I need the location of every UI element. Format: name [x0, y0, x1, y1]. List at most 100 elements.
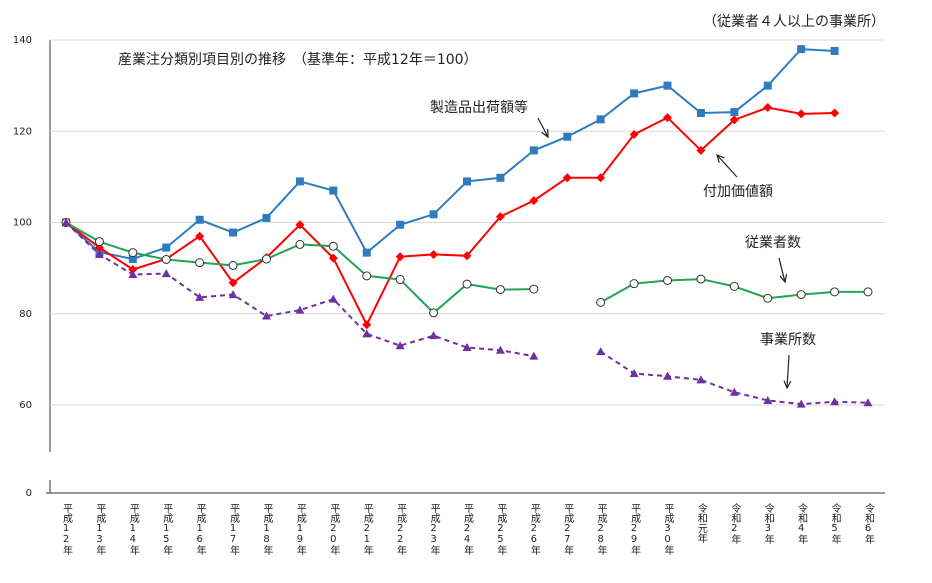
point	[396, 220, 405, 229]
x-tick-label: 平成24年	[462, 503, 474, 556]
point	[228, 278, 238, 288]
point	[462, 343, 472, 352]
x-tick-label: 平成13年	[94, 503, 106, 556]
x-tick-label: 平成28年	[595, 503, 607, 556]
point	[429, 331, 439, 340]
chart-subtitle: （従業者４人以上の事業所）	[703, 14, 885, 30]
point	[797, 45, 806, 54]
point	[328, 253, 338, 263]
x-tick-label: 平成16年	[194, 503, 206, 556]
point	[763, 103, 773, 113]
point	[696, 274, 706, 284]
series	[61, 218, 873, 318]
point	[596, 115, 605, 124]
point	[629, 129, 639, 139]
x-tick-label: 平成19年	[294, 503, 306, 556]
point	[262, 213, 271, 222]
point	[462, 279, 472, 289]
arrow	[778, 257, 786, 283]
point	[629, 369, 639, 378]
point	[830, 287, 840, 297]
point	[596, 347, 606, 356]
series-line	[65, 221, 869, 406]
point	[863, 398, 873, 407]
point	[128, 270, 138, 279]
point	[262, 254, 271, 264]
x-tick-label: 平成18年	[261, 503, 273, 556]
x-tick-label: 平成26年	[528, 503, 540, 556]
point	[162, 243, 171, 252]
point	[295, 305, 305, 314]
point	[796, 290, 806, 300]
point	[429, 210, 438, 219]
y-tick-label: 60	[19, 400, 32, 411]
chart-title: 産業注分類別項目別の推移 （基準年：平成12年＝100）	[118, 51, 478, 68]
point	[496, 173, 505, 182]
point	[830, 397, 840, 406]
x-tick-label: 平成25年	[495, 503, 507, 556]
point	[830, 108, 840, 118]
point	[128, 264, 138, 274]
point	[362, 271, 372, 281]
point	[195, 292, 205, 301]
point	[729, 281, 739, 291]
point	[128, 255, 137, 263]
point	[295, 177, 304, 186]
point	[529, 146, 538, 155]
y-tick-label: 0	[26, 488, 32, 499]
x-tick-label: 平成27年	[562, 503, 574, 556]
point	[295, 220, 305, 230]
point	[663, 81, 672, 90]
point	[395, 341, 405, 350]
y-tick-label: 120	[13, 126, 32, 137]
point	[563, 132, 572, 141]
series	[62, 45, 839, 263]
point	[329, 186, 338, 195]
point	[763, 395, 773, 404]
x-tick-label: 平成17年	[228, 503, 240, 556]
y-tick-label: 80	[19, 309, 32, 320]
point	[362, 320, 372, 330]
x-tick-label: 平成22年	[395, 503, 407, 556]
x-tick-label: 平成14年	[127, 503, 139, 556]
point	[529, 284, 539, 294]
series	[61, 218, 873, 408]
point	[495, 285, 505, 295]
point	[229, 228, 238, 237]
point	[495, 345, 505, 354]
point	[228, 290, 238, 299]
point	[228, 260, 238, 270]
point	[161, 269, 171, 278]
x-tick-label: 平成21年	[361, 503, 373, 556]
point	[796, 109, 806, 119]
series-line	[65, 48, 835, 261]
point	[328, 241, 338, 251]
point	[529, 351, 539, 360]
point	[128, 248, 138, 258]
y-tick-label: 100	[13, 218, 32, 229]
point	[663, 371, 672, 380]
point	[362, 329, 372, 338]
x-tick-label: 平成29年	[629, 503, 641, 556]
series-label: 製造品出荷額等	[430, 99, 528, 116]
series-line	[65, 106, 835, 327]
x-tick-label: 令和元年	[695, 502, 707, 544]
point	[529, 196, 539, 206]
point	[629, 279, 639, 289]
point	[696, 375, 706, 384]
x-tick-label: 令和4年	[796, 502, 808, 545]
point	[195, 215, 204, 224]
point	[596, 297, 606, 307]
x-tick-label: 令和5年	[829, 502, 841, 545]
point	[94, 237, 104, 247]
point	[696, 145, 706, 155]
arrow	[537, 117, 549, 138]
point	[61, 218, 71, 226]
point	[495, 212, 505, 222]
point	[830, 46, 839, 55]
point	[729, 115, 739, 125]
point	[195, 231, 205, 241]
point	[161, 254, 171, 264]
series-label: 事業所数	[760, 332, 816, 348]
